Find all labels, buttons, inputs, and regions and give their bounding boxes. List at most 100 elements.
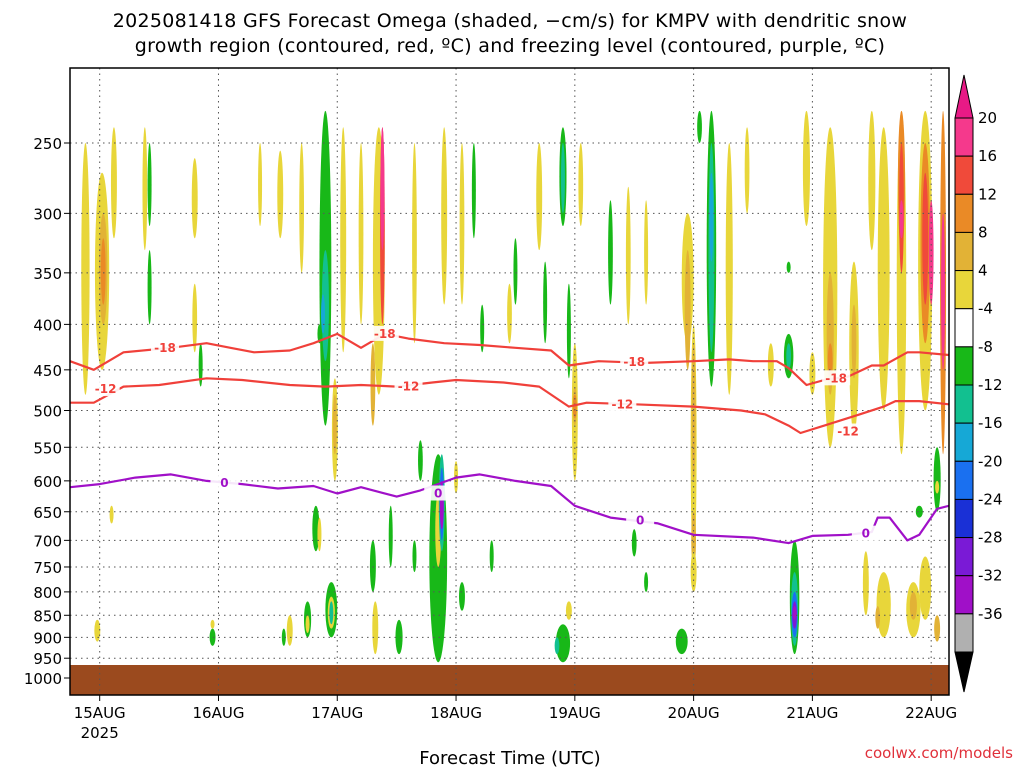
- colorbar-top-arrow: [954, 74, 974, 119]
- contour-label: 0: [862, 527, 870, 541]
- omega-blob: [644, 200, 649, 305]
- omega-blob: [915, 505, 923, 518]
- colorbar-swatch: [954, 460, 974, 500]
- ground-fill: [70, 665, 949, 695]
- colorbar-swatch: [954, 270, 974, 310]
- omega-blob: [560, 143, 565, 214]
- omega-blob: [725, 142, 733, 395]
- omega-blob: [100, 238, 106, 305]
- y-axis: 250 300 350 400 450 500 550 600 650 700 750 800 850 9…: [24, 135, 70, 688]
- omega-blob: [110, 127, 117, 239]
- colorbar-swatch: [954, 231, 974, 272]
- omega-blob: [691, 343, 696, 481]
- contour-label: -12: [95, 382, 117, 396]
- omega-blob: [928, 200, 934, 305]
- omega-blob: [786, 343, 792, 370]
- ground-layer: [70, 665, 949, 695]
- omega-blob: [210, 619, 215, 629]
- omega-blob: [388, 505, 393, 567]
- contour-label: -18: [825, 371, 847, 385]
- omega-blob: [543, 261, 548, 344]
- omega-blob: [81, 142, 90, 395]
- contour-label: -12: [612, 397, 634, 411]
- y-tick-label: 550: [33, 439, 62, 457]
- omega-blob: [934, 615, 941, 642]
- omega-blob: [578, 143, 584, 227]
- omega-blob: [321, 250, 329, 362]
- omega-blob: [941, 213, 946, 370]
- omega-blob: [876, 572, 891, 638]
- omega-blob: [281, 628, 286, 646]
- colorbar-label: -32: [978, 567, 1003, 585]
- omega-blob: [709, 172, 714, 262]
- y-tick-label: 850: [33, 607, 62, 625]
- omega-blob: [480, 304, 485, 353]
- omega-blob: [489, 540, 494, 573]
- omega-blob: [329, 601, 334, 625]
- omega-blob: [395, 619, 403, 655]
- omega-blob: [94, 619, 101, 642]
- colorbar-swatch: [954, 613, 974, 653]
- contour-label: -12: [837, 425, 859, 439]
- contour-label: -18: [374, 327, 396, 341]
- credit-link[interactable]: coolwx.com/models: [865, 744, 1013, 762]
- colorbar-swatch: [954, 155, 974, 195]
- omega-blob: [507, 283, 512, 344]
- omega-blob: [305, 615, 310, 634]
- omega-blob: [565, 601, 572, 620]
- omega-blob: [919, 556, 932, 620]
- omega-blob: [459, 143, 465, 305]
- contour-label-bg: [370, 325, 399, 341]
- colorbar-label: -8: [978, 338, 993, 356]
- omega-blob: [198, 343, 203, 387]
- omega-blob: [625, 186, 631, 325]
- omega-shading-layer: [81, 110, 947, 663]
- omega-blob: [209, 628, 216, 646]
- omega-blob: [459, 582, 465, 611]
- x-tick-label: 22AUG: [905, 704, 957, 722]
- colorbar-swatch: [954, 422, 974, 462]
- y-tick-label: 650: [33, 504, 62, 522]
- contour-label-bg: [210, 474, 239, 490]
- title-line-1: 2025081418 GFS Forecast Omega (shaded, −…: [113, 10, 908, 32]
- colorbar-label: -4: [978, 300, 993, 318]
- colorbar-label: -36: [978, 605, 1003, 623]
- omega-blob: [744, 127, 750, 214]
- omega-blob: [340, 127, 347, 353]
- omega-blob: [418, 440, 423, 481]
- omega-blob: [631, 529, 637, 557]
- colorbar-label: 4: [978, 262, 988, 280]
- y-tick-label: 950: [33, 650, 62, 668]
- omega-blob: [317, 517, 322, 552]
- colorbar-label: -20: [978, 452, 1003, 470]
- omega-blob: [792, 606, 797, 620]
- contour-line: [70, 473, 949, 545]
- colorbar-swatch: [954, 193, 974, 233]
- y-tick-label: 750: [33, 559, 62, 577]
- omega-blob: [684, 250, 691, 370]
- omega-blob: [321, 294, 326, 334]
- colorbar-swatch: [954, 346, 974, 386]
- omega-blob: [147, 250, 152, 325]
- omega-blob: [566, 283, 571, 379]
- omega-blob: [191, 158, 198, 239]
- omega-blob: [572, 394, 577, 419]
- omega-blob: [875, 606, 881, 629]
- omega-blob: [369, 540, 376, 592]
- omega-blob: [922, 172, 929, 305]
- contour-layer: -18 -18 -18 -18 -12 -12 -12 -12 0 0 0 0: [70, 325, 949, 545]
- omega-blob: [675, 628, 688, 655]
- title-line-2: growth region (contoured, red, ºC) and f…: [135, 35, 886, 57]
- contour-label-bg: [394, 378, 423, 394]
- omega-blob: [277, 150, 284, 239]
- y-tick-label: 500: [33, 403, 62, 421]
- omega-blob: [554, 637, 560, 655]
- omega-blob: [471, 143, 476, 239]
- omega-blob: [192, 283, 198, 353]
- grid-layer: [70, 68, 949, 695]
- colorbar-swatch: [954, 384, 974, 424]
- contour-label-bg: [620, 354, 649, 370]
- omega-blob: [147, 143, 152, 227]
- contour-label-bg: [626, 512, 655, 528]
- omega-blob: [786, 261, 791, 273]
